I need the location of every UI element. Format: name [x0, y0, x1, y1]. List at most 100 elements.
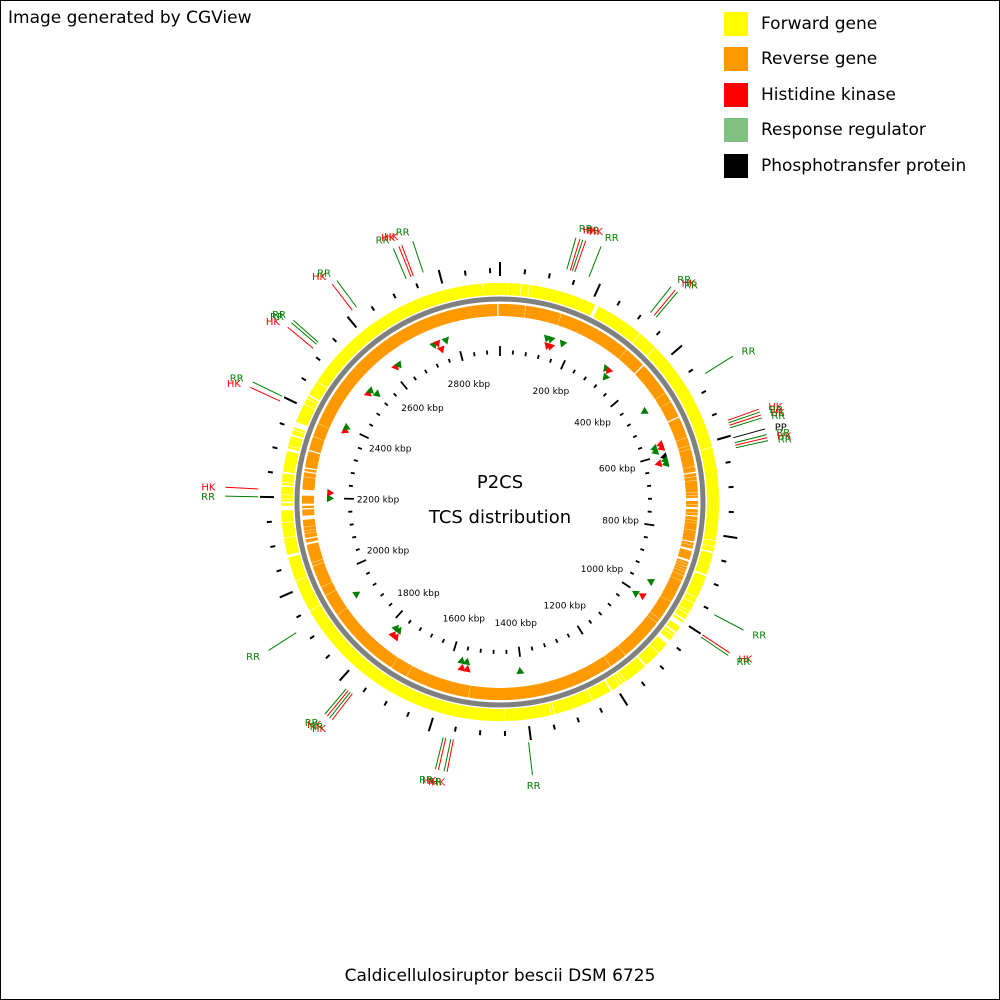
forward-gene-mark	[297, 417, 310, 425]
outer-tick	[279, 422, 285, 426]
reverse-gene-mark	[311, 440, 324, 447]
reverse-gene-mark	[323, 586, 336, 595]
reverse-gene-mark	[603, 654, 613, 667]
forward-gene-mark	[283, 533, 296, 538]
reverse-gene-mark	[680, 543, 693, 549]
reverse-gene-mark	[668, 418, 681, 426]
outer-tick	[547, 273, 551, 279]
callout-line	[588, 246, 602, 278]
outer-tick	[406, 711, 410, 718]
reverse-gene-mark	[454, 308, 460, 321]
callout-label-rr: RR	[230, 374, 244, 385]
reverse-gene-mark	[656, 394, 668, 404]
reverse-gene-mark	[656, 600, 668, 609]
forward-gene-mark	[613, 673, 622, 686]
reverse-gene-mark	[591, 662, 600, 675]
inner-tick	[635, 560, 640, 564]
outer-tick	[309, 634, 315, 640]
callout-line	[702, 634, 731, 654]
forward-gene-mark	[528, 706, 533, 719]
forward-gene-mark	[365, 665, 375, 677]
inner-tick	[365, 571, 371, 575]
inner-tick-ring	[344, 346, 655, 657]
outer-tick	[276, 568, 282, 573]
rr-arrow	[457, 656, 465, 665]
reverse-gene-mark	[673, 431, 686, 438]
forward-gene-mark	[317, 378, 330, 388]
tick-label: 1800 kbp	[397, 589, 440, 599]
reverse-gene-mark	[535, 684, 540, 697]
outer-tick	[453, 726, 457, 732]
outer-tick	[437, 269, 444, 284]
forward-gene-mark	[484, 708, 489, 721]
reverse-gene-mark	[585, 666, 593, 679]
forward-gene-mark	[352, 654, 363, 666]
inner-tick	[393, 392, 398, 397]
outer-tick	[267, 470, 274, 474]
rr-arrow	[366, 386, 375, 394]
inner-tick	[583, 376, 587, 381]
reverse-gene-mark	[468, 685, 473, 698]
callout-line	[574, 240, 587, 273]
hk-arrow	[363, 388, 372, 397]
callout-line	[252, 381, 283, 397]
outer-tick	[640, 681, 646, 687]
callout-line	[437, 737, 447, 771]
reverse-gene-mark	[631, 631, 642, 642]
reverse-gene-mark	[682, 534, 695, 539]
forward-gene-mark	[285, 542, 298, 547]
forward-gene-mark	[348, 342, 359, 353]
forward-gene-mark	[668, 619, 680, 629]
forward-gene-mark	[325, 368, 337, 378]
reverse-gene-mark	[668, 578, 681, 586]
hk-arrow	[605, 366, 614, 375]
forward-gene-mark	[334, 637, 346, 648]
forward-gene-mark	[703, 536, 716, 541]
callout-line	[434, 737, 444, 770]
reverse-gene-mark	[685, 492, 698, 496]
rr-arrow	[326, 494, 335, 503]
reverse-gene-mark	[679, 450, 692, 457]
reverse-gene-mark	[684, 519, 698, 524]
callout-label-rr: RR	[419, 775, 433, 786]
reverse-gene-mark	[334, 603, 346, 613]
forward-gene-mark	[326, 366, 338, 376]
forward-gene-mark	[619, 669, 628, 682]
forward-gene-mark	[305, 398, 318, 407]
reverse-gene-mark	[308, 550, 322, 557]
forward-gene-mark	[683, 595, 696, 604]
forward-gene-mark	[360, 332, 370, 343]
callout-label-rr: RR	[317, 269, 331, 280]
callout-line	[704, 355, 734, 374]
reverse-gene-mark	[385, 654, 395, 666]
callout-label-hk: HK	[777, 431, 792, 442]
callout-line	[735, 440, 769, 449]
forward-gene-mark	[706, 488, 719, 492]
forward-gene-mark	[609, 676, 618, 689]
callout-label-hk: HK	[384, 232, 399, 243]
reverse-gene-mark	[555, 312, 562, 326]
forward-gene-mark	[290, 435, 303, 442]
reverse-gene-mark	[377, 344, 388, 356]
inner-tick	[610, 399, 619, 408]
reverse-gene-mark	[657, 598, 670, 607]
tick-label: 2400 kbp	[369, 445, 412, 455]
forward-gene-mark	[302, 404, 315, 412]
reverse-gene-mark	[358, 631, 369, 642]
reverse-gene-mark	[310, 442, 323, 449]
callout-label-rr: RR	[305, 718, 319, 729]
forward-gene-mark	[626, 664, 636, 676]
inner-tick	[452, 641, 458, 652]
forward-gene-mark	[309, 392, 321, 401]
forward-gene-mark	[664, 626, 676, 636]
reverse-gene-mark	[391, 657, 400, 669]
forward-gene-mark	[697, 562, 710, 569]
forward-gene-mark	[683, 401, 696, 409]
reverse-gene-mark	[304, 468, 317, 473]
reverse-gene-mark	[302, 509, 315, 513]
forward-gene-mark	[310, 605, 322, 614]
callout-label-rr: RR	[769, 405, 783, 416]
forward-gene-mark	[283, 530, 296, 535]
callout-line	[730, 417, 762, 429]
reverse-gene-mark	[677, 442, 690, 449]
